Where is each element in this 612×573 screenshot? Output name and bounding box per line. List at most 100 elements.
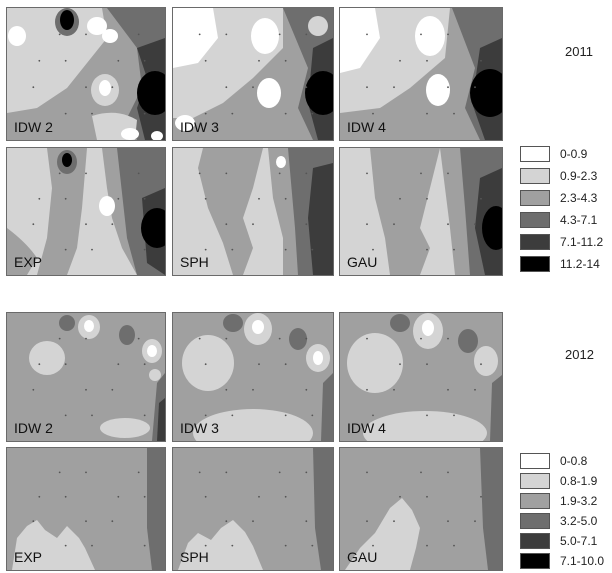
sample-point (143, 112, 146, 115)
legend-swatch (520, 212, 550, 228)
sample-point (372, 414, 374, 417)
interpolation-surface (340, 313, 502, 441)
sample-point (420, 33, 422, 36)
sample-point (305, 86, 308, 89)
legend-range: 5.0-7.1 (560, 534, 598, 548)
legend-swatch (520, 453, 550, 469)
sample-point (258, 363, 260, 366)
sample-point (284, 495, 287, 498)
panel-label: GAU (347, 549, 378, 565)
legend-swatch (520, 168, 550, 184)
sample-point (366, 520, 368, 523)
sample-point (284, 363, 287, 366)
panel-label: EXP (14, 254, 43, 270)
sample-point (311, 544, 314, 547)
sample-point (32, 223, 35, 226)
sample-point (204, 59, 207, 62)
sample-point (143, 414, 146, 417)
sample-point (278, 337, 281, 340)
interpolation-surface (173, 148, 333, 275)
sample-point (447, 33, 449, 36)
sample-point (38, 495, 41, 498)
map-panel-2012-exp: EXP (6, 447, 166, 571)
sample-point (305, 337, 308, 340)
sample-point (393, 223, 395, 226)
legend-range: 0.9-2.3 (560, 169, 598, 183)
sample-point (447, 223, 449, 226)
legend-swatch (520, 256, 550, 272)
map-panel-2011-sph: SPH (172, 147, 334, 276)
year-label-2011: 2011 (565, 44, 593, 59)
sample-point (91, 414, 93, 417)
sample-point (85, 471, 87, 474)
sample-point (453, 248, 455, 251)
legend-item: 7.1-10.0 (520, 553, 612, 571)
panel-label: SPH (180, 254, 209, 270)
panel-label: IDW 4 (347, 420, 386, 436)
sample-point (399, 495, 401, 498)
sample-point (393, 86, 395, 89)
sample-point (137, 337, 140, 340)
sample-point (258, 495, 260, 498)
sample-point (366, 388, 368, 391)
sample-point (252, 388, 254, 391)
sample-point (480, 197, 482, 200)
sample-point (225, 520, 228, 523)
sample-point (231, 414, 234, 417)
sample-point (64, 248, 67, 251)
legend-item: 0.9-2.3 (520, 168, 612, 186)
sample-point (85, 388, 87, 391)
interpolation-surface (173, 8, 333, 140)
sample-point (447, 86, 449, 89)
legend-item: 5.0-7.1 (520, 533, 612, 551)
sample-point (38, 59, 41, 62)
legend-range: 0-0.8 (560, 454, 588, 468)
sample-point (143, 363, 146, 366)
sample-point (198, 33, 201, 36)
sample-point (426, 363, 428, 366)
sample-point (225, 172, 228, 175)
legend-item: 3.2-5.0 (520, 513, 612, 531)
sample-point (305, 471, 308, 474)
sample-point (453, 544, 455, 547)
legend-item: 4.3-7.1 (520, 212, 612, 230)
sample-point (117, 197, 120, 200)
interpolation-surface (340, 448, 502, 570)
legend-item: 0-0.8 (520, 453, 612, 471)
sample-point (447, 172, 449, 175)
panel-label: SPH (180, 549, 209, 565)
legend-swatch (520, 146, 550, 162)
legend-range: 11.2-14 (560, 257, 600, 271)
legend-item: 1.9-3.2 (520, 493, 612, 511)
map-panel-2011-gau: GAU (339, 147, 503, 276)
sample-point (91, 112, 93, 115)
sample-point (252, 223, 254, 226)
sample-point (284, 414, 287, 417)
sample-point (85, 520, 87, 523)
panel-label: IDW 3 (180, 119, 219, 135)
sample-point (64, 363, 67, 366)
sample-point (137, 33, 140, 36)
legend-item: 7.1-11.2 (520, 234, 612, 252)
legend-item: 11.2-14 (520, 256, 612, 274)
interpolation-surface (340, 148, 502, 275)
legend-swatch (520, 234, 550, 250)
sample-point (143, 248, 146, 251)
sample-point (426, 112, 428, 115)
map-panel-2012-gau: GAU (339, 447, 503, 571)
legend-2012: 0-0.8 0.8-1.9 1.9-3.2 3.2-5.0 5.0-7.1 7.… (520, 453, 610, 571)
sample-point (420, 471, 422, 474)
sample-point (111, 223, 114, 226)
sample-point (198, 337, 201, 340)
sample-point (204, 363, 207, 366)
legend-range: 4.3-7.1 (560, 213, 598, 227)
sample-point (366, 471, 368, 474)
sample-point (480, 59, 482, 62)
sample-point (278, 471, 281, 474)
sample-point (64, 59, 67, 62)
panel-label: IDW 2 (14, 119, 53, 135)
sample-point (85, 172, 87, 175)
map-panel-2012-idw2: IDW 2 (6, 312, 166, 442)
sample-point (420, 172, 422, 175)
sample-point (447, 337, 449, 340)
